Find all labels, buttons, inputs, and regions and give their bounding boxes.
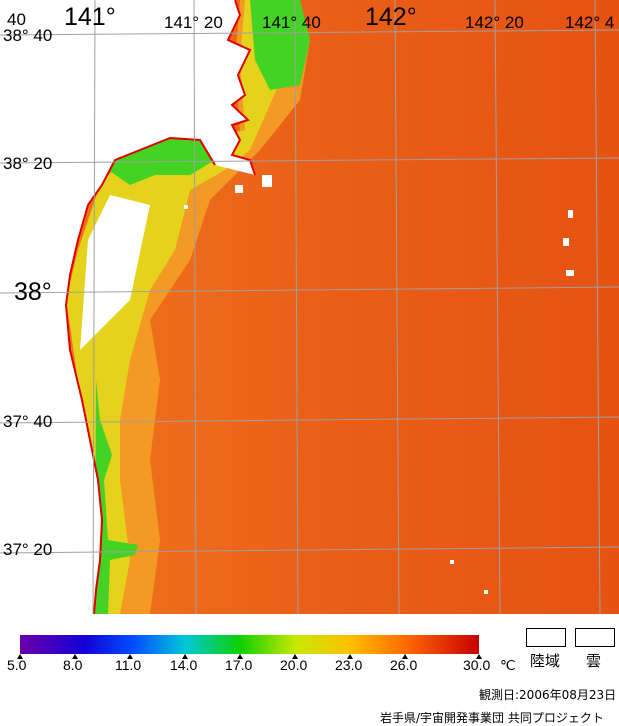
- lon-label-140-40: 40: [7, 10, 26, 29]
- colorbar-unit: ℃: [500, 657, 516, 673]
- lat-label-37-20: 37° 20: [3, 540, 53, 559]
- lon-label-142: 142°: [365, 3, 417, 31]
- nearshore-yellow: [66, 0, 290, 614]
- nearshore-green-south: [95, 380, 138, 614]
- land-interior: [80, 195, 150, 350]
- colorbar-tick-label: 5.0: [7, 657, 27, 673]
- land-area: [0, 0, 255, 614]
- colorbar-tick-label: 26.0: [390, 657, 418, 673]
- legend-land-label: 陸域: [530, 652, 561, 670]
- colorbar-tick-label: 17.0: [225, 657, 253, 673]
- lat-label-38-40: 38° 40: [3, 26, 53, 45]
- colorbar-tick-label: 8.0: [63, 657, 83, 673]
- lat-label-38: 38°: [14, 278, 52, 306]
- lat-label-37-40: 37° 40: [3, 412, 53, 431]
- lat-label-38-20: 38° 20: [3, 154, 53, 173]
- colorbar: [20, 635, 479, 654]
- lon-label-141: 141°: [64, 3, 116, 31]
- legend-cloud-label: 雲: [586, 652, 602, 670]
- legend-land-swatch: [526, 628, 566, 647]
- cloud-specks: [184, 175, 574, 594]
- graticule: [0, 0, 619, 615]
- lon-label-141-40: 141° 40: [262, 13, 321, 32]
- lon-label-141-20: 141° 20: [164, 13, 223, 32]
- observation-date: 観測日:2006年08月23日: [479, 688, 617, 702]
- colorbar-tick-label: 30.0: [463, 657, 491, 673]
- colorbar-tick-label: 20.0: [280, 657, 308, 673]
- colorbar-ticks: [17, 654, 482, 659]
- credit: 岩手県/宇宙開発事業団 共同プロジェクト: [380, 711, 604, 725]
- legend-cloud-swatch: [575, 628, 615, 647]
- colorbar-tick-label: 14.0: [170, 657, 198, 673]
- colorbar-tick-label: 23.0: [335, 657, 363, 673]
- lon-label-142-40: 142° 4: [565, 13, 615, 32]
- lon-label-142-20: 142° 20: [465, 13, 524, 32]
- coastline: [64, 0, 256, 615]
- colorbar-tick-label: 11.0: [115, 657, 142, 673]
